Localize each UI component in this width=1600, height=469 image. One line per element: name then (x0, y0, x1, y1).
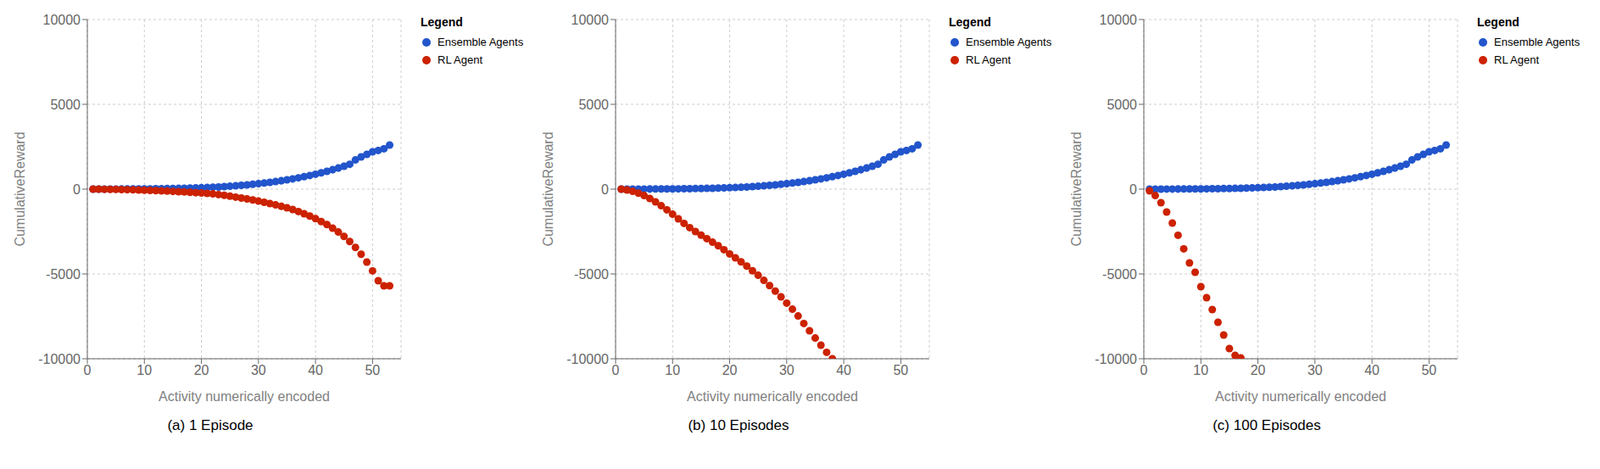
html-text:Ensemble Agents: Ensemble Agents (1494, 35, 1580, 49)
html-text:Legend: Legend (1477, 15, 1520, 29)
svg-text:-5000: -5000 (45, 267, 81, 282)
html-text:Legend: Legend (420, 15, 463, 29)
svg-text:0: 0 (1140, 362, 1149, 378)
html-text:(a) 1 Episode: (a) 1 Episode (167, 417, 254, 434)
svg-text:CumulativeReward: CumulativeReward (12, 131, 28, 246)
svg-text:-5000: -5000 (1102, 267, 1138, 282)
svg-text:0: 0 (612, 362, 620, 378)
svg-text:Activity numerically encoded: Activity numerically encoded (158, 389, 330, 404)
html-text:RL Agent: RL Agent (437, 53, 483, 67)
svg-text:20: 20 (194, 362, 210, 378)
svg-text:40: 40 (307, 362, 324, 378)
html-text:(b) 10 Episodes: (b) 10 Episodes (688, 417, 789, 434)
svg-text:10000: 10000 (571, 12, 610, 28)
svg-text:0: 0 (601, 182, 609, 197)
html-text:RL Agent: RL Agent (965, 53, 1011, 67)
svg-text:-5000: -5000 (574, 267, 609, 282)
svg-text:10: 10 (664, 362, 681, 378)
svg-text:0: 0 (1129, 182, 1138, 197)
svg-text:0: 0 (83, 362, 92, 378)
svg-text:5000: 5000 (578, 97, 609, 112)
svg-text:0: 0 (72, 182, 81, 197)
svg-text:20: 20 (1250, 362, 1266, 378)
svg-text:-10000: -10000 (1094, 351, 1138, 367)
svg-text:50: 50 (364, 362, 380, 378)
svg-text:40: 40 (836, 362, 852, 378)
svg-text:CumulativeReward: CumulativeReward (1069, 131, 1084, 246)
svg-text:20: 20 (722, 362, 738, 378)
svg-text:30: 30 (1307, 362, 1323, 378)
svg-text:5000: 5000 (1106, 97, 1138, 112)
svg-text:50: 50 (892, 362, 909, 378)
svg-text:Activity numerically encoded: Activity numerically encoded (686, 389, 859, 404)
svg-text:10: 10 (136, 362, 152, 378)
html-text:Ensemble Agents: Ensemble Agents (965, 35, 1052, 49)
html-text:Legend: Legend (948, 15, 992, 29)
svg-text:30: 30 (779, 362, 795, 378)
svg-text:-10000: -10000 (38, 351, 81, 367)
svg-text:10: 10 (1193, 362, 1209, 378)
svg-text:Activity numerically encoded: Activity numerically encoded (1215, 389, 1387, 404)
svg-text:40: 40 (1364, 362, 1380, 378)
svg-text:-10000: -10000 (566, 351, 609, 367)
html-text:RL Agent: RL Agent (1494, 53, 1539, 67)
svg-text:10000: 10000 (43, 12, 82, 28)
svg-text:CumulativeReward: CumulativeReward (540, 131, 556, 246)
svg-text:50: 50 (1421, 362, 1437, 378)
html-text:(c) 100 Episodes: (c) 100 Episodes (1212, 417, 1321, 434)
svg-text:10000: 10000 (1099, 12, 1138, 28)
html-text:Ensemble Agents: Ensemble Agents (437, 35, 524, 49)
svg-text:30: 30 (250, 362, 267, 378)
svg-text:5000: 5000 (50, 97, 81, 112)
